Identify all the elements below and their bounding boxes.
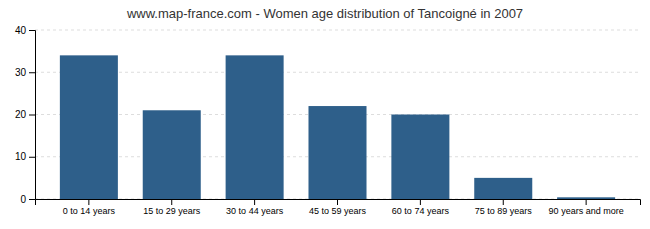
x-axis: 0 to 14 years 15 to 29 years 30 to 44 year… bbox=[36, 199, 641, 216]
x-tick: 15 to 29 years bbox=[143, 199, 201, 216]
x-tick-mark bbox=[171, 199, 172, 205]
y-tick: 20 bbox=[15, 109, 35, 120]
title: www.map-france.com - Women age distribut… bbox=[126, 6, 523, 21]
y-tick-label: 10 bbox=[15, 151, 27, 162]
x-tick-label: 75 to 89 years bbox=[475, 206, 533, 216]
y-tick-label: 30 bbox=[15, 67, 27, 78]
x-tick-mark bbox=[254, 199, 255, 205]
y-tick-mark bbox=[29, 30, 35, 31]
y-tick-label: 0 bbox=[20, 194, 26, 205]
x-tick-label: 60 to 74 years bbox=[392, 206, 450, 216]
grid-line bbox=[35, 30, 640, 31]
y-tick: 30 bbox=[15, 67, 35, 78]
x-tick-mark bbox=[586, 199, 587, 205]
x-tick: 30 to 44 years bbox=[226, 199, 284, 216]
x-tick-label: 30 to 44 years bbox=[226, 206, 284, 216]
bar bbox=[308, 106, 366, 199]
x-tick: 75 to 89 years bbox=[475, 199, 533, 216]
y-tick-mark bbox=[29, 115, 35, 116]
x-tick-label: 45 to 59 years bbox=[309, 206, 367, 216]
bar bbox=[143, 110, 201, 199]
x-tick-mark bbox=[337, 199, 338, 205]
x-tick: 90 years and more bbox=[549, 199, 624, 216]
y-tick-label: 20 bbox=[15, 109, 27, 120]
x-tick-label: 90 years and more bbox=[549, 206, 624, 216]
x-tick: 45 to 59 years bbox=[309, 199, 367, 216]
bar bbox=[391, 115, 449, 200]
bars bbox=[60, 55, 615, 199]
chart: www.map-france.com - Women age distribut… bbox=[0, 0, 650, 229]
y-tick-mark bbox=[29, 199, 35, 200]
y-tick-label: 40 bbox=[15, 25, 27, 36]
x-tick-mark bbox=[503, 199, 504, 205]
grid-line bbox=[35, 72, 640, 73]
x-tick: 60 to 74 years bbox=[392, 199, 450, 216]
x-tick-mark bbox=[420, 199, 421, 205]
x-tick-mark bbox=[88, 199, 89, 205]
bar bbox=[60, 55, 118, 199]
y-tick: 40 bbox=[15, 25, 35, 36]
x-tick-label: 0 to 14 years bbox=[63, 206, 116, 216]
grid bbox=[35, 30, 640, 199]
y-tick: 0 bbox=[20, 194, 35, 205]
bar bbox=[226, 55, 284, 199]
x-tick: 0 to 14 years bbox=[63, 199, 116, 216]
x-tick-label: 15 to 29 years bbox=[143, 206, 201, 216]
x-axis-line bbox=[36, 200, 641, 206]
y-axis: 0 10 20 30 40 bbox=[15, 25, 36, 205]
y-axis-line bbox=[29, 31, 36, 200]
plot: 0 10 20 30 40 0 to 14 years 15 to 29 years 30 t… bbox=[15, 25, 641, 217]
y-tick-mark bbox=[29, 157, 35, 158]
y-tick-mark bbox=[29, 72, 35, 73]
bar bbox=[474, 178, 532, 199]
y-tick: 10 bbox=[15, 151, 35, 162]
bar bbox=[557, 197, 615, 199]
